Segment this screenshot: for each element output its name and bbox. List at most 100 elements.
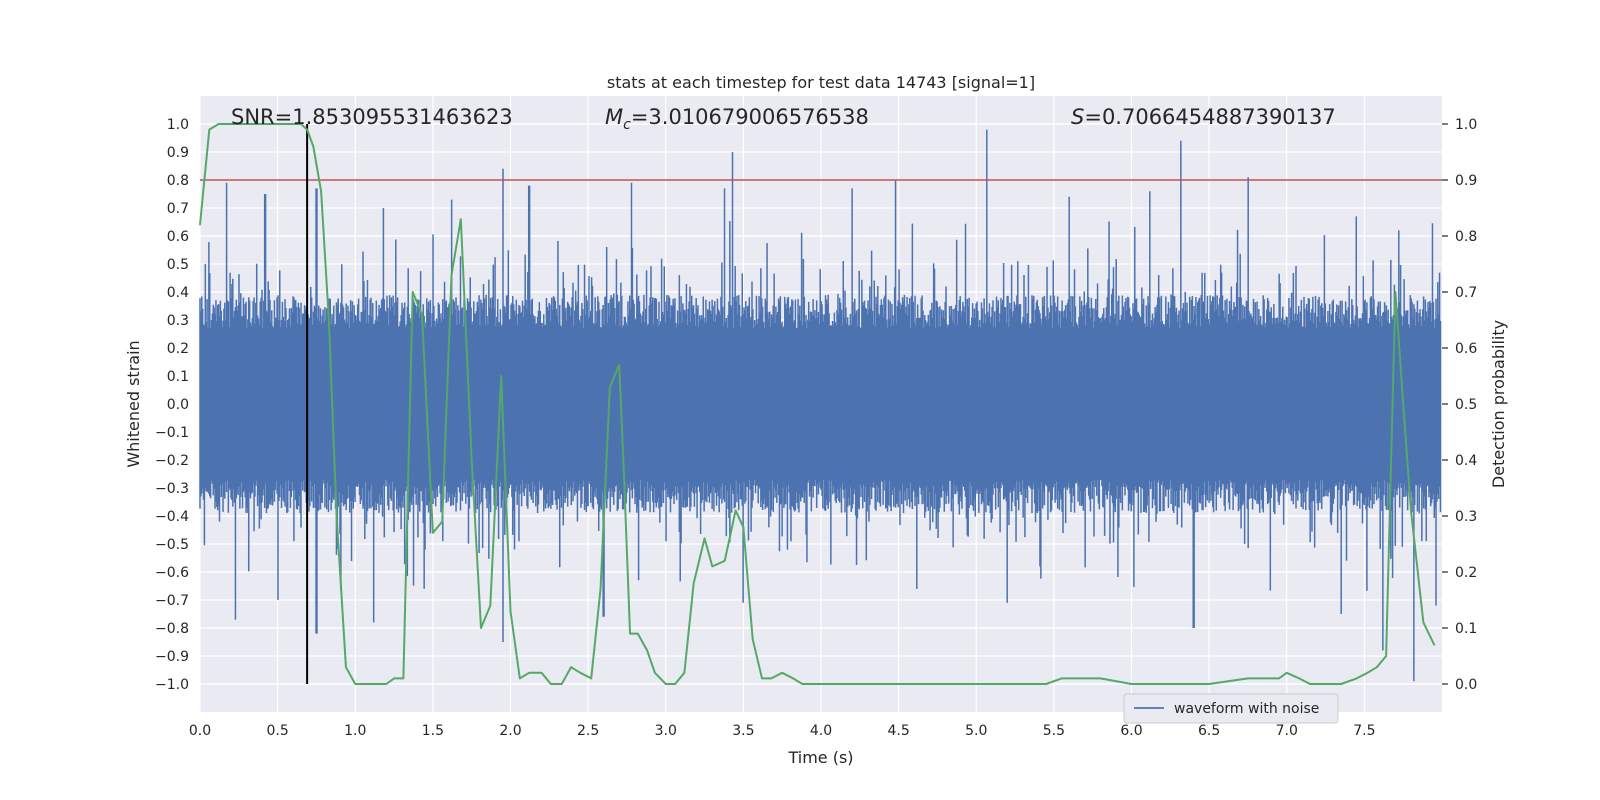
waveform-core-band xyxy=(200,328,1441,480)
right-y-tick-label-0: 0.0 xyxy=(1455,677,1477,693)
left-y-axis-ticks: −1.0 −0.9 −0.8 −0.7 −0.6 −0.5 −0.4 −0.3 −0.2 −0.1… xyxy=(155,117,189,693)
detection-probability-point-39 xyxy=(599,588,602,590)
x-tick-label-14: 7.0 xyxy=(1276,723,1298,739)
detection-probability-point-56 xyxy=(751,638,754,640)
detection-probability-point-63 xyxy=(820,683,822,685)
detection-probability-point-32 xyxy=(528,672,530,674)
detection-probability-point-21 xyxy=(421,313,423,316)
detection-probability-point-2 xyxy=(217,123,220,125)
left-y-tick-label-5: −0.5 xyxy=(155,537,189,553)
detection-probability-point-72 xyxy=(1076,677,1078,680)
detection-probability-point-57 xyxy=(761,677,763,680)
detection-probability-point-88 xyxy=(1385,655,1387,657)
detection-probability-point-51 xyxy=(703,537,706,540)
detection-probability-point-61 xyxy=(801,683,804,685)
left-y-axis-label: Whitened strain xyxy=(124,340,143,467)
chirp-mass-value: =3.010679006576538 xyxy=(631,105,869,129)
right-y-tick-label-6: 0.6 xyxy=(1455,341,1477,357)
chirp-mass-annotation: Mc=3.010679006576538 xyxy=(605,105,869,133)
left-y-tick-label-8: −0.2 xyxy=(155,453,189,469)
detection-probability-point-70 xyxy=(1045,683,1047,685)
detection-probability-point-53 xyxy=(723,560,726,562)
x-tick-label-5: 2.5 xyxy=(577,723,599,739)
detection-probability-point-62 xyxy=(810,683,813,685)
detection-probability-point-28 xyxy=(489,604,492,607)
x-axis-label: Time (s) xyxy=(787,748,853,767)
chirp-mass-symbol: M xyxy=(605,105,623,129)
detection-probability-point-26 xyxy=(470,459,473,461)
detection-probability-point-22 xyxy=(432,532,434,534)
detection-probability-point-83 xyxy=(1324,683,1327,685)
detection-probability-point-17 xyxy=(385,683,388,685)
s-annotation: S=0.7066454887390137 xyxy=(1071,105,1336,129)
right-y-axis-ticks: 0.0 0.1 0.2 0.3 0.4 0.5 0.6 0.7 0.8 0.9 1.0 xyxy=(1442,117,1477,693)
waveform-series xyxy=(199,129,1442,682)
x-axis-ticks: 0.0 0.5 1.0 1.5 2.0 2.5 3.0 3.5 4.0 4.5 5.0 5.5 6.0 6… xyxy=(189,723,1376,739)
detection-probability-point-89 xyxy=(1394,291,1397,293)
left-y-tick-label-18: 0.8 xyxy=(167,173,189,189)
detection-probability-point-36 xyxy=(570,666,572,668)
left-y-tick-label-14: 0.4 xyxy=(167,285,189,301)
left-y-tick-label-6: −0.4 xyxy=(155,509,189,525)
left-y-tick-label-15: 0.5 xyxy=(167,257,189,273)
detection-probability-point-12 xyxy=(328,319,330,321)
chirp-mass-subscript: c xyxy=(623,117,631,133)
detection-probability-point-6 xyxy=(276,123,279,125)
detection-probability-point-27 xyxy=(480,627,482,629)
detection-probability-point-68 xyxy=(975,683,978,685)
detection-probability-point-69 xyxy=(1014,683,1016,685)
detection-probability-line xyxy=(199,123,1436,685)
detection-probability-point-7 xyxy=(292,123,294,125)
right-y-tick-label-7: 0.7 xyxy=(1455,285,1477,301)
left-y-tick-label-4: −0.6 xyxy=(155,565,189,581)
detection-probability-point-1 xyxy=(208,128,211,131)
right-y-tick-label-3: 0.3 xyxy=(1455,509,1477,525)
detection-probability-point-65 xyxy=(859,683,861,685)
detection-probability-point-90 xyxy=(1402,403,1404,405)
left-y-tick-label-3: −0.7 xyxy=(155,593,189,609)
detection-probability-point-14 xyxy=(345,666,347,668)
detection-probability-point-30 xyxy=(509,610,512,612)
detection-probability-point-76 xyxy=(1208,683,1210,685)
detection-probability-point-71 xyxy=(1060,677,1063,680)
x-tick-label-3: 1.5 xyxy=(422,723,444,739)
left-y-tick-label-19: 0.9 xyxy=(167,145,189,161)
right-y-tick-label-1: 0.1 xyxy=(1455,621,1477,637)
s-value: =0.7066454887390137 xyxy=(1084,105,1335,129)
detection-probability-point-33 xyxy=(540,672,543,674)
detection-probability-point-50 xyxy=(692,582,695,584)
detection-probability-point-37 xyxy=(579,672,582,674)
legend: waveform with noise xyxy=(1123,693,1339,724)
left-y-tick-label-0: −1.0 xyxy=(155,677,189,693)
detection-probability-point-4 xyxy=(245,123,248,125)
right-y-axis-label: Detection probability xyxy=(1489,320,1508,488)
detection-probability-point-52 xyxy=(711,565,714,568)
detection-probability-point-5 xyxy=(261,123,263,125)
detection-probability-point-78 xyxy=(1262,677,1265,680)
detection-probability-point-75 xyxy=(1169,683,1172,685)
detection-probability-point-45 xyxy=(646,649,648,652)
detection-probability-point-38 xyxy=(590,677,593,680)
x-tick-label-1: 0.5 xyxy=(266,723,288,739)
left-y-tick-label-1: −0.9 xyxy=(155,649,189,665)
left-y-tick-label-13: 0.3 xyxy=(167,313,189,329)
detection-probability-point-31 xyxy=(519,677,521,680)
detection-probability-point-15 xyxy=(354,683,357,685)
detection-probability-point-10 xyxy=(312,145,315,148)
right-y-tick-label-9: 0.9 xyxy=(1455,173,1477,189)
detection-probability-point-47 xyxy=(664,683,667,685)
snr-annotation: SNR=1.853095531463623 xyxy=(231,105,513,129)
left-y-tick-label-12: 0.2 xyxy=(167,341,189,357)
left-y-tick-label-11: 0.1 xyxy=(167,369,189,385)
detection-probability-point-81 xyxy=(1298,677,1300,680)
detection-probability-point-59 xyxy=(781,672,783,674)
detection-probability-point-19 xyxy=(402,677,405,680)
x-tick-label-9: 4.5 xyxy=(887,723,909,739)
x-tick-label-13: 6.5 xyxy=(1198,723,1220,739)
right-y-tick-label-8: 0.8 xyxy=(1455,229,1477,245)
detection-probability-point-3 xyxy=(230,123,232,125)
detection-probability-point-41 xyxy=(618,364,620,366)
x-tick-label-11: 5.5 xyxy=(1043,723,1065,739)
x-tick-label-7: 3.5 xyxy=(732,723,754,739)
